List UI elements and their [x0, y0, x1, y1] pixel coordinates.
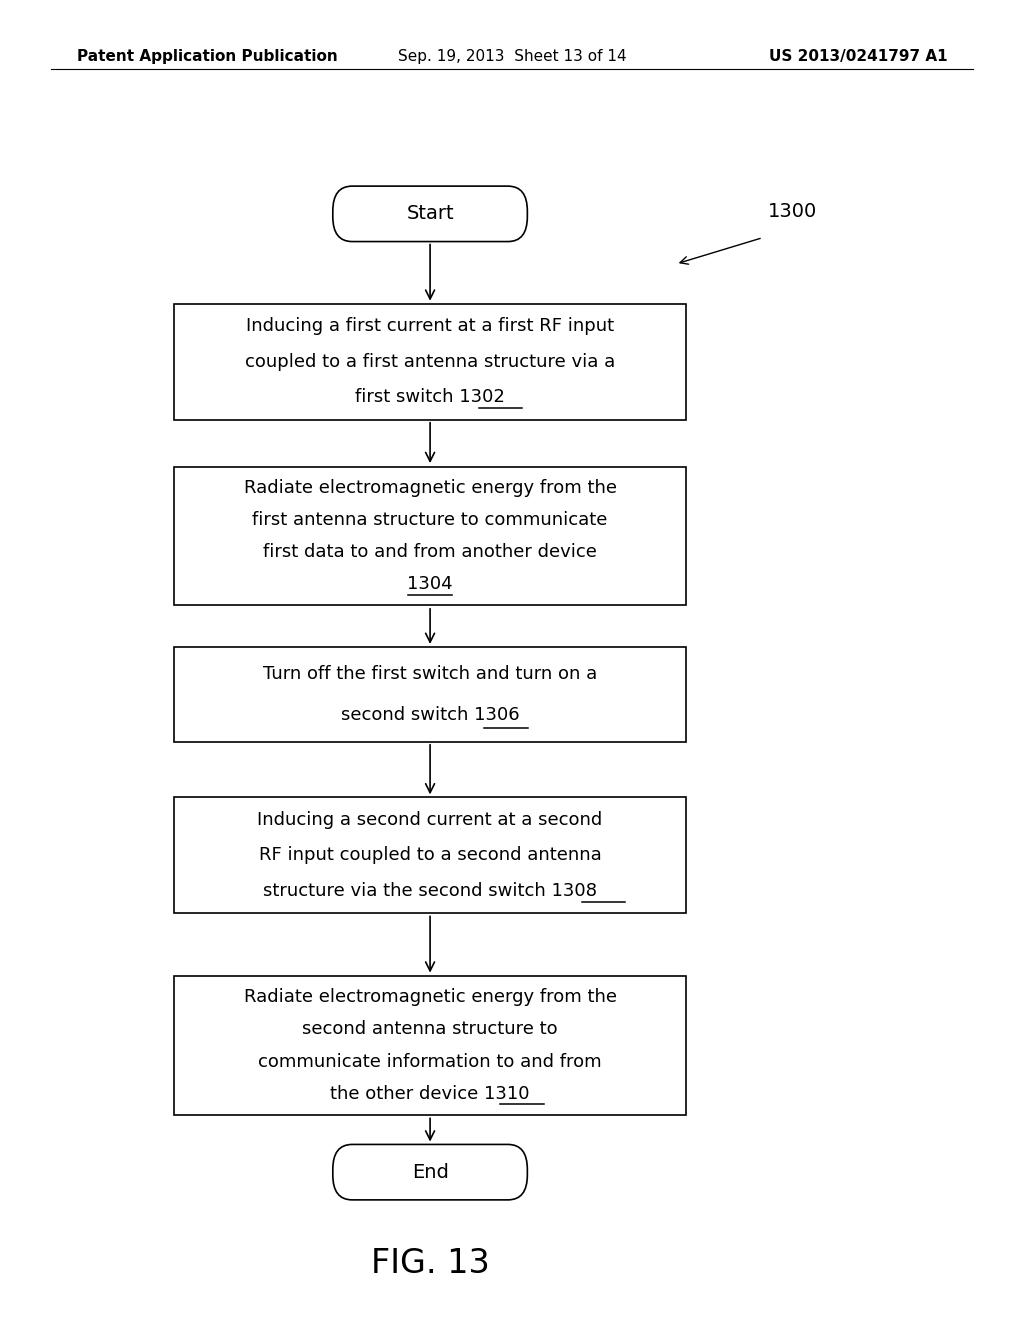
Text: US 2013/0241797 A1: US 2013/0241797 A1 — [769, 49, 947, 65]
Text: coupled to a first antenna structure via a: coupled to a first antenna structure via… — [245, 352, 615, 371]
Text: 1304: 1304 — [408, 576, 453, 593]
Bar — [174, 977, 686, 1114]
Text: Start: Start — [407, 205, 454, 223]
Bar — [174, 797, 686, 913]
Text: communicate information to and from: communicate information to and from — [258, 1052, 602, 1071]
Text: Inducing a first current at a first RF input: Inducing a first current at a first RF i… — [246, 318, 614, 335]
Text: Sep. 19, 2013  Sheet 13 of 14: Sep. 19, 2013 Sheet 13 of 14 — [397, 49, 627, 65]
Text: first switch 1302: first switch 1302 — [355, 388, 505, 405]
Text: FIG. 13: FIG. 13 — [371, 1246, 489, 1280]
Text: 1300: 1300 — [768, 202, 817, 220]
Bar — [174, 647, 686, 742]
Text: Radiate electromagnetic energy from the: Radiate electromagnetic energy from the — [244, 989, 616, 1006]
Text: Radiate electromagnetic energy from the: Radiate electromagnetic energy from the — [244, 479, 616, 496]
Text: second switch 1306: second switch 1306 — [341, 706, 519, 723]
Text: first data to and from another device: first data to and from another device — [263, 543, 597, 561]
FancyBboxPatch shape — [333, 186, 527, 242]
Text: first antenna structure to communicate: first antenna structure to communicate — [252, 511, 608, 529]
Text: Turn off the first switch and turn on a: Turn off the first switch and turn on a — [263, 665, 597, 682]
Text: second antenna structure to: second antenna structure to — [302, 1020, 558, 1039]
Text: Patent Application Publication: Patent Application Publication — [77, 49, 338, 65]
Text: structure via the second switch 1308: structure via the second switch 1308 — [263, 882, 597, 899]
Text: the other device 1310: the other device 1310 — [331, 1085, 529, 1102]
Bar — [174, 467, 686, 605]
Text: End: End — [412, 1163, 449, 1181]
Text: Inducing a second current at a second: Inducing a second current at a second — [257, 812, 603, 829]
FancyBboxPatch shape — [333, 1144, 527, 1200]
Bar — [174, 304, 686, 420]
Text: RF input coupled to a second antenna: RF input coupled to a second antenna — [259, 846, 601, 865]
